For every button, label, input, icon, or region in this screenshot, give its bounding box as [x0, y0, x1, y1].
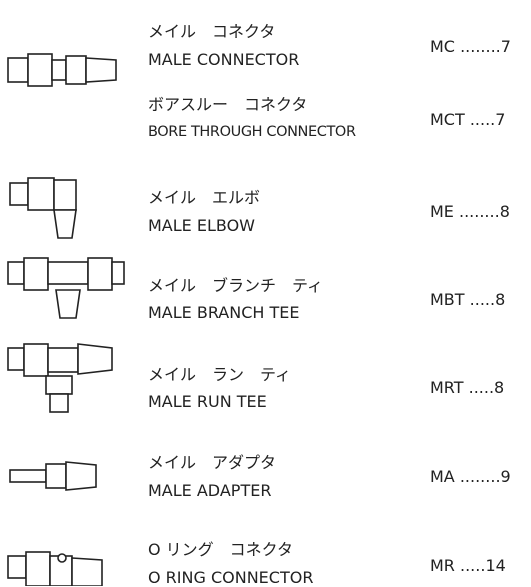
japanese-name: メイル ラン ティ [148, 365, 292, 384]
page-code: MRT .....8 [430, 378, 505, 397]
japanese-name: メイル コネクタ [148, 22, 276, 41]
fitting-icons [7, 53, 125, 586]
page-code: MC ........7 [430, 37, 511, 56]
icon-male-connector [7, 53, 117, 87]
japanese-name: O リング コネクタ [148, 540, 294, 559]
icon-male-adapter [9, 461, 97, 491]
english-name: MALE RUN TEE [148, 392, 267, 411]
japanese-name: メイル ブランチ ティ [148, 276, 324, 295]
english-name: MALE CONNECTOR [148, 50, 300, 69]
japanese-name: メイル アダプタ [148, 453, 277, 472]
english-name: MALE ADAPTER [148, 481, 272, 500]
icon-male-branch-tee [7, 257, 125, 319]
page-code: MA ........9 [430, 467, 511, 486]
page-code: ME ........8 [430, 202, 510, 221]
japanese-name: ボアスルー コネクタ [148, 95, 308, 114]
icon-male-run-tee [7, 343, 113, 413]
page-code: MBT .....8 [430, 290, 506, 309]
icon-male-elbow [9, 177, 77, 239]
page-code: MCT .....7 [430, 110, 506, 129]
english-name: MALE BRANCH TEE [148, 303, 300, 322]
icon-o-ring-connector [7, 551, 103, 586]
page-code: MR .....14 [430, 556, 506, 575]
english-name: MALE ELBOW [148, 216, 255, 235]
english-name: O RING CONNECTOR [148, 568, 314, 587]
english-name: BORE THROUGH CONNECTOR [148, 124, 356, 140]
japanese-name: メイル エルボ [148, 188, 261, 207]
